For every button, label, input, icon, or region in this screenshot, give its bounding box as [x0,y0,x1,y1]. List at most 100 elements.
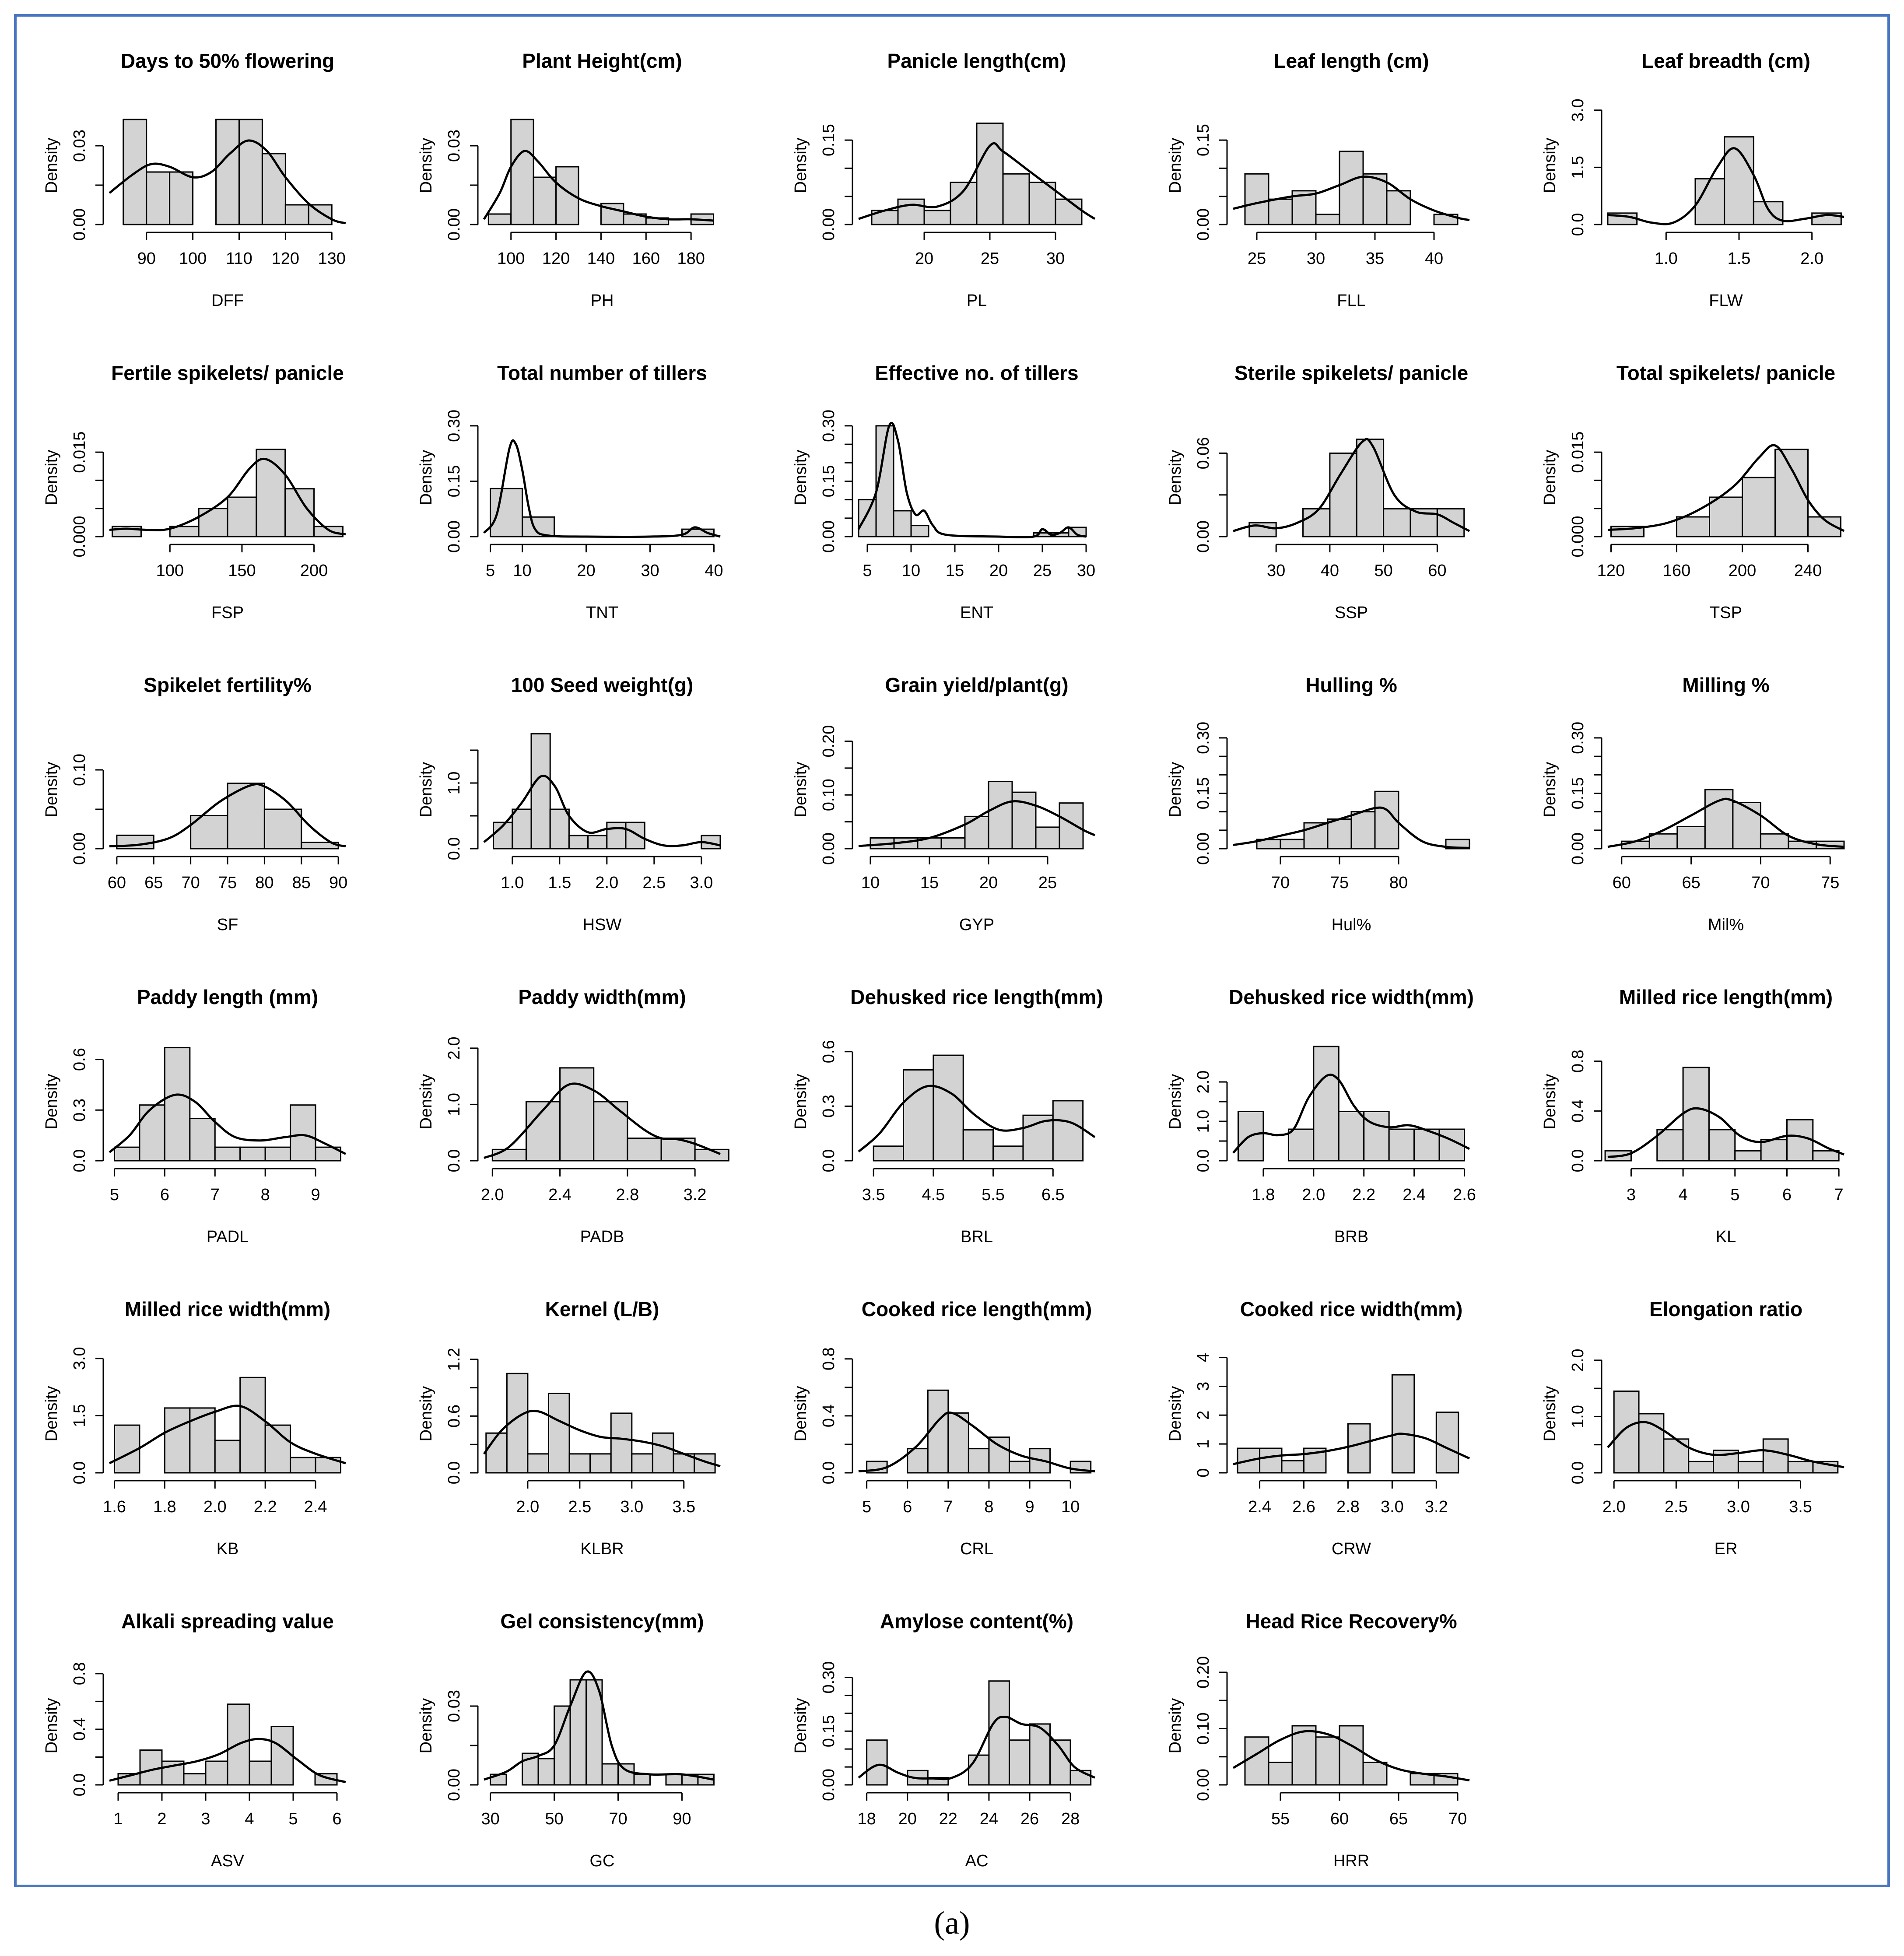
x-tick-label: 25 [1248,249,1266,268]
density-curve [484,1670,714,1781]
y-tick-label: 0.015 [70,432,89,473]
x-tick-label: 2.6 [1453,1186,1476,1204]
x-axis-label: HSW [583,916,622,934]
histogram-bar [923,210,951,225]
y-tick-label: 0.00 [1569,832,1587,865]
histogram-panel: Dehusked rice length(mm) 3.5 4.5 5.5 6.5 BRL 0… [792,986,1103,1246]
y-tick-label: 0.000 [1569,516,1587,557]
y-tick-label: 0.30 [1569,722,1587,754]
y-tick-label: 2.0 [445,1036,463,1060]
histogram-bar [1656,1129,1684,1162]
histogram-bar [1734,1150,1762,1162]
x-axis: 5 10 15 20 25 30 [863,544,1095,580]
y-axis: 0.0 1.0 [445,749,479,860]
x-axis: 5 6 7 8 9 [110,1168,320,1204]
histogram-bar [617,1763,635,1786]
y-axis: 0.0 0.4 0.8 [820,1347,853,1484]
y-axis: 0.00 0.15 0.30 [820,410,853,553]
y-tick-label: 0.00 [445,1769,463,1801]
x-tick-label: 2.4 [548,1186,572,1204]
density-curve [857,421,1087,538]
x-tick-label: 18 [857,1810,876,1828]
chart-title: Paddy length (mm) [137,986,318,1008]
y-tick-label: 2.0 [1194,1071,1213,1094]
density-curve [1232,1730,1470,1782]
y-tick-label: 0.03 [70,130,89,162]
x-axis-label: KL [1716,1228,1736,1246]
histogram-bar [587,835,608,850]
chart-title: Dehusked rice length(mm) [850,986,1103,1008]
x-tick-label: 5 [1730,1186,1739,1204]
y-tick-label: 0.0 [70,1461,89,1485]
y-tick-label: 0.6 [445,1405,463,1428]
x-tick-label: 4 [1679,1186,1688,1204]
histogram-bar [903,1069,934,1162]
histogram-bar [1682,1067,1710,1162]
x-tick-label: 20 [979,874,998,892]
x-axis-label: TSP [1710,604,1742,622]
y-axis-label: Density [417,1698,435,1754]
x-tick-label: 75 [218,874,237,892]
x-tick-label: 25 [1033,562,1052,580]
x-axis: 5 6 7 8 9 10 [862,1480,1080,1516]
y-tick-label: 0.03 [445,1690,463,1722]
x-tick-label: 5 [862,1498,871,1516]
density-curve [483,150,714,222]
x-tick-label: 65 [1682,874,1700,892]
y-axis: 0.000 0.015 [1569,432,1602,558]
chart-title: Paddy width(mm) [518,986,686,1008]
x-tick-label: 5 [863,562,872,580]
y-axis: 0.00 0.15 0.30 [820,1661,853,1801]
x-tick-label: 65 [144,874,163,892]
x-axis: 20 25 30 [915,232,1065,268]
y-tick-label: 0.0 [445,837,463,860]
chart-title: Cooked rice length(mm) [862,1298,1092,1320]
histogram-bar [988,1436,1010,1474]
histogram-bar [1436,508,1465,537]
y-tick-label: 0.00 [445,208,463,241]
histogram-bar [627,1138,662,1162]
x-tick-label: 40 [1321,562,1339,580]
histogram-bar [261,153,286,225]
y-tick-label: 0.15 [1194,124,1213,156]
y-axis-label: Density [1541,138,1559,193]
y-axis: 0.00 0.03 [445,130,479,241]
histogram-panel: 100 Seed weight(g) 1.0 1.5 2.0 2.5 3.0 HSW 0.0 1… [417,674,721,934]
x-axis: 60 65 70 75 80 85 90 [108,856,347,892]
y-tick-label: 0.15 [445,465,463,497]
x-axis: 10 15 20 25 [861,856,1057,892]
y-axis: 0.0 0.3 0.6 [820,1040,853,1172]
histogram-bar [510,119,534,225]
chart-title: Total number of tillers [497,362,707,384]
x-axis: 70 75 80 [1271,856,1408,892]
histogram-panel: Cooked rice length(mm)5 6 7 8 9 10CRL0.00.40.… [792,1298,1095,1558]
x-axis: 2.0 2.5 3.0 3.5 [1602,1480,1812,1516]
histogram-bar [549,808,570,850]
x-tick-label: 9 [1025,1498,1034,1516]
histogram-bar [1362,1762,1388,1786]
histogram-bar [1035,826,1060,850]
x-tick-label: 3.2 [684,1186,707,1204]
histogram-bar [1737,1461,1764,1474]
y-axis: 0.00 0.06 [1194,437,1228,553]
x-tick-label: 180 [677,249,705,268]
histogram-bar [1742,477,1776,537]
density-curve [1233,806,1470,849]
x-tick-label: 15 [946,562,964,580]
density-curve [858,1715,1096,1780]
x-axis: 90 100 110 120 130 [137,232,346,268]
histogram-bar [1069,1770,1092,1786]
y-tick-label: 0.00 [1194,832,1213,865]
x-tick-label: 1 [113,1810,123,1828]
y-axis: 0.0 1.0 2.0 [445,1036,479,1172]
histogram-bar [214,1146,241,1162]
x-tick-label: 60 [1613,874,1631,892]
x-tick-label: 3.0 [1381,1498,1404,1516]
x-axis-label: DFF [211,291,244,310]
x-tick-label: 25 [1038,874,1057,892]
x-tick-label: 120 [272,249,299,268]
histogram-panel: Leaf breadth (cm) 1.0 1.5 2.0 FLW 0.0 1.5 3.0 De… [1541,49,1844,310]
x-tick-label: 3 [1627,1186,1636,1204]
x-tick-label: 80 [1389,874,1408,892]
histogram-bar [1786,1119,1814,1162]
